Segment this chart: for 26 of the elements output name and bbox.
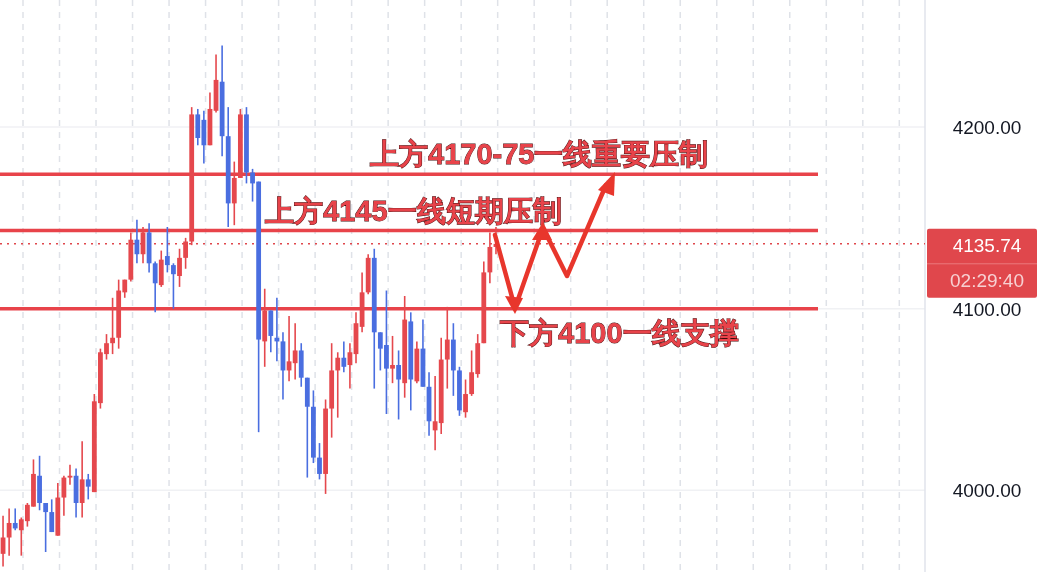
candlestick — [335, 351, 341, 419]
candlestick — [292, 322, 298, 381]
candlestick — [6, 507, 12, 557]
candlestick — [43, 502, 49, 553]
candlestick — [61, 474, 67, 517]
candlestick — [177, 247, 182, 288]
candlestick — [79, 440, 85, 519]
candlestick — [12, 507, 18, 532]
candlestick — [85, 473, 91, 501]
candlestick — [317, 442, 322, 481]
y-tick-label: 4000.00 — [952, 480, 1022, 502]
candlestick — [396, 349, 401, 421]
candlestick — [390, 335, 395, 384]
y-tick-label: 4200.00 — [952, 117, 1022, 139]
candlestick — [171, 262, 176, 310]
candlestick — [152, 260, 158, 314]
ref-line-label: 下方4100一线支撑 — [499, 316, 739, 349]
ref-line-label: 上方4145一线短期压制 — [264, 194, 562, 227]
candlestick — [49, 498, 55, 533]
y-tick-label: 4100.00 — [952, 298, 1022, 320]
candlestick — [463, 378, 468, 419]
price-tag: 4135.74 02:29:40 — [926, 228, 1038, 298]
ref-line-label: 上方4170-75一线重要压制 — [369, 138, 709, 171]
ref-line-label: 4135.74 — [952, 234, 1022, 256]
candlestick — [164, 226, 170, 274]
candlestick — [341, 340, 347, 374]
